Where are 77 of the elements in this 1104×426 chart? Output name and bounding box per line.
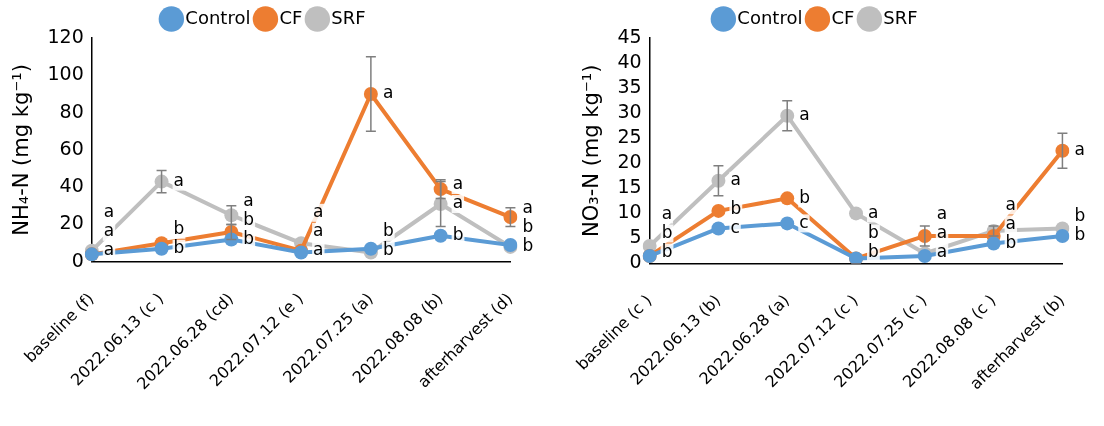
annotation: b [173, 218, 185, 239]
y-tick-label: 40 [59, 174, 84, 197]
y-tick-label: 5 [629, 225, 642, 248]
y-tick-label: 20 [59, 211, 84, 234]
y-tick-label: 120 [47, 24, 84, 47]
legend-label: CF [279, 6, 303, 28]
annotation: a [799, 104, 810, 125]
annotation: b [382, 239, 394, 260]
annotation: b [799, 186, 811, 207]
annotation: b [661, 240, 673, 261]
y-tick-label: 30 [617, 100, 642, 123]
y-tick-label: 35 [617, 75, 642, 98]
annotation: b [661, 221, 673, 242]
y-tick-label: 0 [629, 250, 642, 273]
legend-label: Control [185, 6, 251, 28]
annotation: b [868, 240, 879, 261]
y-tick-label: 10 [617, 200, 642, 223]
point [986, 236, 1001, 251]
point [154, 241, 169, 256]
y-tick-label: 45 [617, 24, 642, 47]
annotation: a [313, 239, 324, 260]
y-tick-label: 15 [617, 175, 642, 198]
y-tick-label: 60 [59, 136, 84, 159]
point [363, 241, 378, 256]
annotation: b [730, 197, 742, 218]
annotation: a [243, 189, 254, 210]
annotation: b [173, 237, 185, 258]
y-tick-label: 80 [59, 99, 84, 122]
annotation: b [868, 221, 879, 242]
annotation: a [1074, 139, 1085, 160]
annotation: a [103, 201, 115, 222]
annotation: a [103, 220, 115, 241]
point [433, 228, 448, 243]
point [711, 203, 726, 218]
annotation: b [522, 216, 534, 237]
annotation: a [1005, 193, 1017, 214]
y-tick-label: 0 [71, 248, 84, 271]
annotation: a [313, 220, 324, 241]
legend-label: SRF [883, 6, 918, 28]
y-axis-title: NH₄-N (mg kg⁻¹) [9, 64, 34, 236]
legend-label: SRF [331, 6, 366, 28]
annotation: a [936, 221, 948, 242]
point [849, 206, 864, 221]
annotation: b [243, 208, 255, 229]
annotation: b [522, 235, 534, 256]
annotation: a [452, 173, 464, 194]
annotation: c [730, 216, 740, 237]
y-tick-label: 100 [47, 62, 84, 85]
annotation: a [661, 202, 673, 223]
legend-label: Control [737, 6, 803, 28]
annotation: b [1074, 205, 1086, 226]
annotation: a [936, 240, 948, 261]
annotation: a [313, 201, 324, 222]
y-tick-label: 40 [617, 49, 642, 72]
point [1055, 228, 1070, 243]
legend-label: CF [831, 6, 855, 28]
y-tick-label: 20 [617, 150, 642, 173]
annotation: a [103, 239, 115, 260]
annotation: a [173, 170, 184, 191]
annotation: b [452, 224, 464, 245]
annotation: b [1005, 231, 1017, 252]
annotation: b [1074, 224, 1086, 245]
annotation: a [730, 169, 741, 190]
y-tick-label: 25 [617, 125, 642, 148]
point [780, 191, 795, 206]
annotation: c [799, 211, 809, 232]
point [780, 216, 795, 231]
annotation: a [936, 202, 948, 223]
annotation: a [382, 82, 394, 103]
y-axis-title: NO₃-N (mg kg⁻¹) [579, 64, 604, 237]
annotation: a [522, 197, 533, 218]
annotation: a [868, 201, 879, 222]
annotation: a [1005, 212, 1017, 233]
annotation: b [382, 220, 394, 241]
point [711, 221, 726, 236]
annotation: b [243, 227, 255, 248]
annotation: a [452, 192, 464, 213]
